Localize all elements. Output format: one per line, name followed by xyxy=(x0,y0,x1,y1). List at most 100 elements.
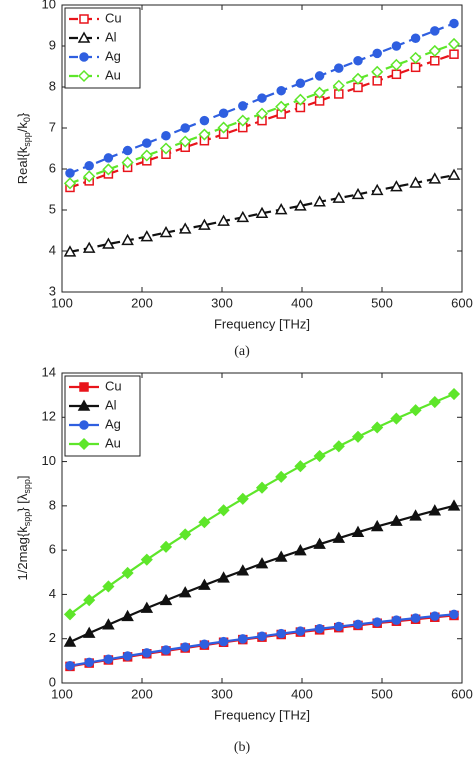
marker xyxy=(351,525,365,537)
marker xyxy=(370,183,384,196)
marker xyxy=(179,528,192,541)
marker xyxy=(294,544,307,556)
legend-label: Ag xyxy=(105,48,121,63)
legend-label: Al xyxy=(105,397,117,412)
marker xyxy=(140,601,154,613)
axes-box xyxy=(61,372,463,684)
marker xyxy=(77,399,91,411)
marker xyxy=(430,611,440,621)
marker xyxy=(161,131,171,141)
caption: (b) xyxy=(234,740,251,755)
series-line xyxy=(69,174,455,253)
y-tick-label: 7 xyxy=(49,119,56,134)
y-tick-label: 3 xyxy=(49,283,56,298)
marker xyxy=(122,145,133,156)
marker xyxy=(353,619,363,630)
y-tick-label: 0 xyxy=(49,674,56,689)
marker xyxy=(409,51,422,64)
marker xyxy=(275,470,288,483)
marker xyxy=(77,69,91,83)
marker xyxy=(180,123,190,133)
marker xyxy=(295,78,306,89)
marker xyxy=(334,621,344,632)
marker xyxy=(370,519,384,532)
marker xyxy=(409,404,422,417)
marker xyxy=(371,65,384,78)
marker xyxy=(409,176,422,188)
marker xyxy=(140,553,153,566)
marker xyxy=(159,142,173,155)
marker xyxy=(236,114,249,127)
marker xyxy=(274,203,288,215)
marker xyxy=(351,72,365,85)
marker xyxy=(410,613,421,623)
marker xyxy=(428,504,442,516)
marker xyxy=(391,41,402,51)
marker xyxy=(103,153,114,163)
marker xyxy=(83,594,96,607)
marker xyxy=(314,71,325,81)
y-axis-label-part: spp xyxy=(22,132,32,147)
marker xyxy=(82,626,96,638)
marker xyxy=(255,481,269,494)
marker xyxy=(121,156,134,169)
y-axis-label-part: } xyxy=(15,112,30,117)
marker xyxy=(257,93,267,103)
marker xyxy=(430,26,440,36)
marker xyxy=(79,382,89,392)
marker xyxy=(430,56,440,66)
marker xyxy=(255,206,269,219)
marker xyxy=(102,618,115,630)
marker xyxy=(102,237,115,249)
x-tick-label: 200 xyxy=(131,686,153,701)
marker xyxy=(410,62,421,73)
marker xyxy=(180,642,190,652)
x-tick-label: 400 xyxy=(291,295,313,310)
axes-box xyxy=(61,4,463,293)
marker xyxy=(217,504,230,517)
marker xyxy=(351,430,365,443)
x-tick-label: 200 xyxy=(131,295,153,310)
marker xyxy=(65,660,75,671)
marker xyxy=(353,56,363,66)
marker xyxy=(178,586,192,598)
marker xyxy=(410,33,421,43)
marker xyxy=(161,645,171,655)
legend-label: Cu xyxy=(105,378,122,393)
y-axis-label-part: spp xyxy=(22,512,32,527)
marker xyxy=(390,412,403,425)
marker xyxy=(447,37,461,51)
x-tick-label: 600 xyxy=(451,295,473,310)
legend-label: Au xyxy=(105,67,121,82)
series-line xyxy=(69,22,455,175)
marker xyxy=(449,18,459,29)
legend-label: Ag xyxy=(105,416,121,431)
marker xyxy=(332,440,345,453)
y-tick-label: 9 xyxy=(49,37,56,52)
marker xyxy=(313,537,326,549)
marker xyxy=(314,624,325,634)
marker xyxy=(199,639,210,649)
marker xyxy=(371,421,384,434)
marker xyxy=(390,58,403,71)
marker xyxy=(77,31,91,43)
marker xyxy=(178,222,192,234)
marker xyxy=(238,101,248,111)
x-tick-label: 500 xyxy=(371,295,393,310)
marker xyxy=(351,187,365,200)
marker xyxy=(82,241,96,253)
y-axis-label-part: 0 xyxy=(22,117,32,122)
marker xyxy=(447,387,461,401)
marker xyxy=(83,170,96,183)
marker xyxy=(63,608,77,621)
marker xyxy=(217,121,230,134)
marker xyxy=(236,564,250,576)
marker xyxy=(79,52,89,62)
caption: (a) xyxy=(234,344,250,359)
marker xyxy=(447,168,461,180)
marker xyxy=(332,191,346,203)
marker xyxy=(79,420,89,430)
x-tick-label: 300 xyxy=(211,295,233,310)
marker xyxy=(238,634,248,644)
